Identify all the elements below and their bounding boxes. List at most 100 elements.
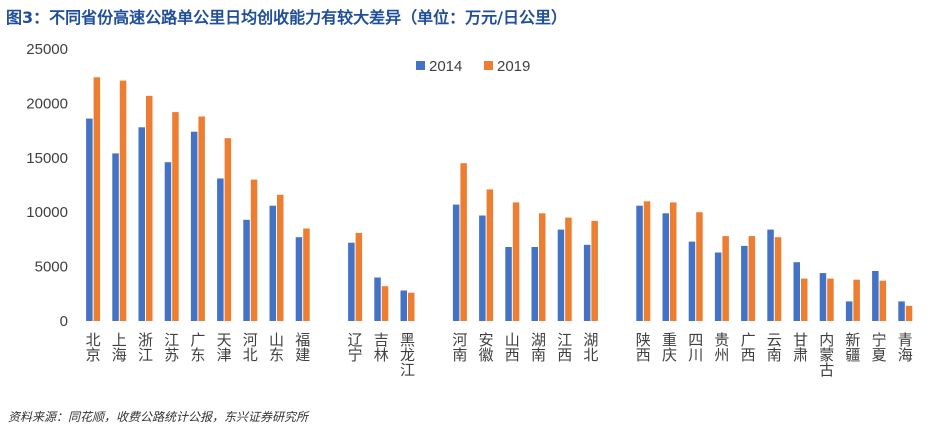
bar-2019-广东 [198,116,205,321]
x-tick-label: 云南 [767,331,782,364]
x-tick-label: 宁夏 [872,331,887,364]
y-tick-label: 15000 [26,150,68,167]
bar-2014-江西 [557,229,565,321]
bar-2014-贵州 [714,252,722,321]
bar-2014-上海 [112,153,119,321]
bar-2019-上海 [119,80,127,321]
bar-2014-广西 [741,245,748,321]
bar-2014-广东 [190,131,198,321]
x-tick-label: 内蒙古 [819,331,834,379]
x-tick-label: 青海 [898,331,913,364]
bar-2014-湖南 [531,247,538,321]
x-tick-label: 山西 [505,331,520,364]
bar-2014-新疆 [845,301,853,321]
x-tick-label: 江苏 [164,331,179,364]
bar-2019-河北 [250,179,258,321]
bar-2019-重庆 [670,202,677,321]
bar-2019-北京 [93,77,101,321]
x-tick-label: 上海 [112,331,127,364]
bar-2019-天津 [224,138,232,321]
bar-2014-内蒙古 [819,273,827,321]
x-tick-label: 广东 [190,331,205,364]
bar-2014-山西 [505,247,512,321]
bar-2014-青海 [898,301,905,321]
bar-2019-广西 [748,236,756,321]
legend-swatch-2019 [484,61,493,70]
bar-2019-内蒙古 [827,278,834,321]
chart-title: 图3：不同省份高速公路单公里日均创收能力有较大差异（单位：万元/日公里） [6,8,567,27]
bar-2014-云南 [767,229,774,321]
bar-2019-宁夏 [879,280,887,321]
y-tick-label: 5000 [35,259,68,276]
x-tick-label: 陕西 [636,331,651,364]
bar-2014-重庆 [662,213,669,321]
bar-2019-福建 [303,228,310,321]
bar-2019-湖北 [591,220,598,321]
x-tick-label: 江西 [557,331,572,364]
bar-2019-黑龙江 [408,292,415,321]
y-axis: 0 5000 10000 15000 20000 25000 [26,41,68,330]
bar-2019-江西 [565,217,572,321]
bar-2014-天津 [217,178,224,321]
bar-2014-甘肃 [793,262,800,321]
x-tick-label: 山东 [269,331,284,364]
bar-2014-湖北 [583,244,591,321]
bar-2019-陕西 [643,201,651,321]
bars [86,77,913,321]
x-tick-label: 浙江 [138,331,153,364]
source-note: 资料来源：同花顺，收费公路统计公报，东兴证券研究所 [8,410,309,424]
bar-2014-陕西 [636,205,643,321]
bar-2019-吉林 [381,286,389,321]
y-tick-label: 20000 [26,95,68,112]
x-tick-label: 北京 [86,331,101,364]
x-tick-label: 天津 [217,331,232,364]
x-tick-label: 安徽 [479,331,494,364]
bar-2014-河北 [243,219,250,321]
x-tick-label: 吉林 [374,331,389,364]
bar-2019-甘肃 [801,278,808,321]
x-tick-label: 新疆 [845,331,860,364]
bar-2014-辽宁 [348,242,355,321]
bar-2014-江苏 [164,162,172,321]
x-tick-label: 四川 [688,331,703,364]
x-tick-label: 贵州 [714,331,729,364]
x-tick-label: 甘肃 [793,331,808,364]
legend-swatch-2014 [416,61,425,70]
bar-2019-安徽 [486,189,494,321]
bar-2014-四川 [688,241,696,321]
bar-2014-安徽 [479,215,486,321]
y-tick-label: 0 [60,313,68,330]
x-tick-label: 黑龙江 [400,331,415,379]
bar-2019-河南 [460,163,467,321]
bar-2019-浙江 [146,95,153,321]
x-tick-label: 广西 [741,331,756,364]
bar-2014-浙江 [138,127,145,321]
x-tick-label: 河北 [243,331,258,364]
bar-2019-云南 [774,237,782,321]
bar-2019-辽宁 [355,232,363,321]
bar-2019-山东 [277,194,284,321]
bar-2019-新疆 [853,279,860,321]
bar-2014-北京 [86,118,93,321]
x-tick-label: 湖南 [531,331,546,364]
legend: 2014 2019 [416,58,530,75]
legend-label-2014: 2014 [429,58,462,75]
x-tick-label: 福建 [295,331,310,364]
x-tick-label: 河南 [452,331,467,364]
bar-2014-山东 [269,205,276,321]
bar-2019-贵州 [722,236,729,321]
bar-2014-福建 [295,237,303,321]
bar-2014-宁夏 [872,271,879,321]
x-tick-label: 湖北 [583,331,598,364]
y-tick-label: 25000 [26,41,68,58]
bar-2019-四川 [696,212,703,321]
bar-2019-山西 [512,202,520,321]
bar-2019-江苏 [172,112,179,321]
y-tick-label: 10000 [26,204,68,221]
bar-2014-吉林 [374,277,381,321]
x-tick-label: 辽宁 [348,331,363,364]
bar-2019-湖南 [539,213,546,321]
legend-label-2019: 2019 [497,58,530,75]
